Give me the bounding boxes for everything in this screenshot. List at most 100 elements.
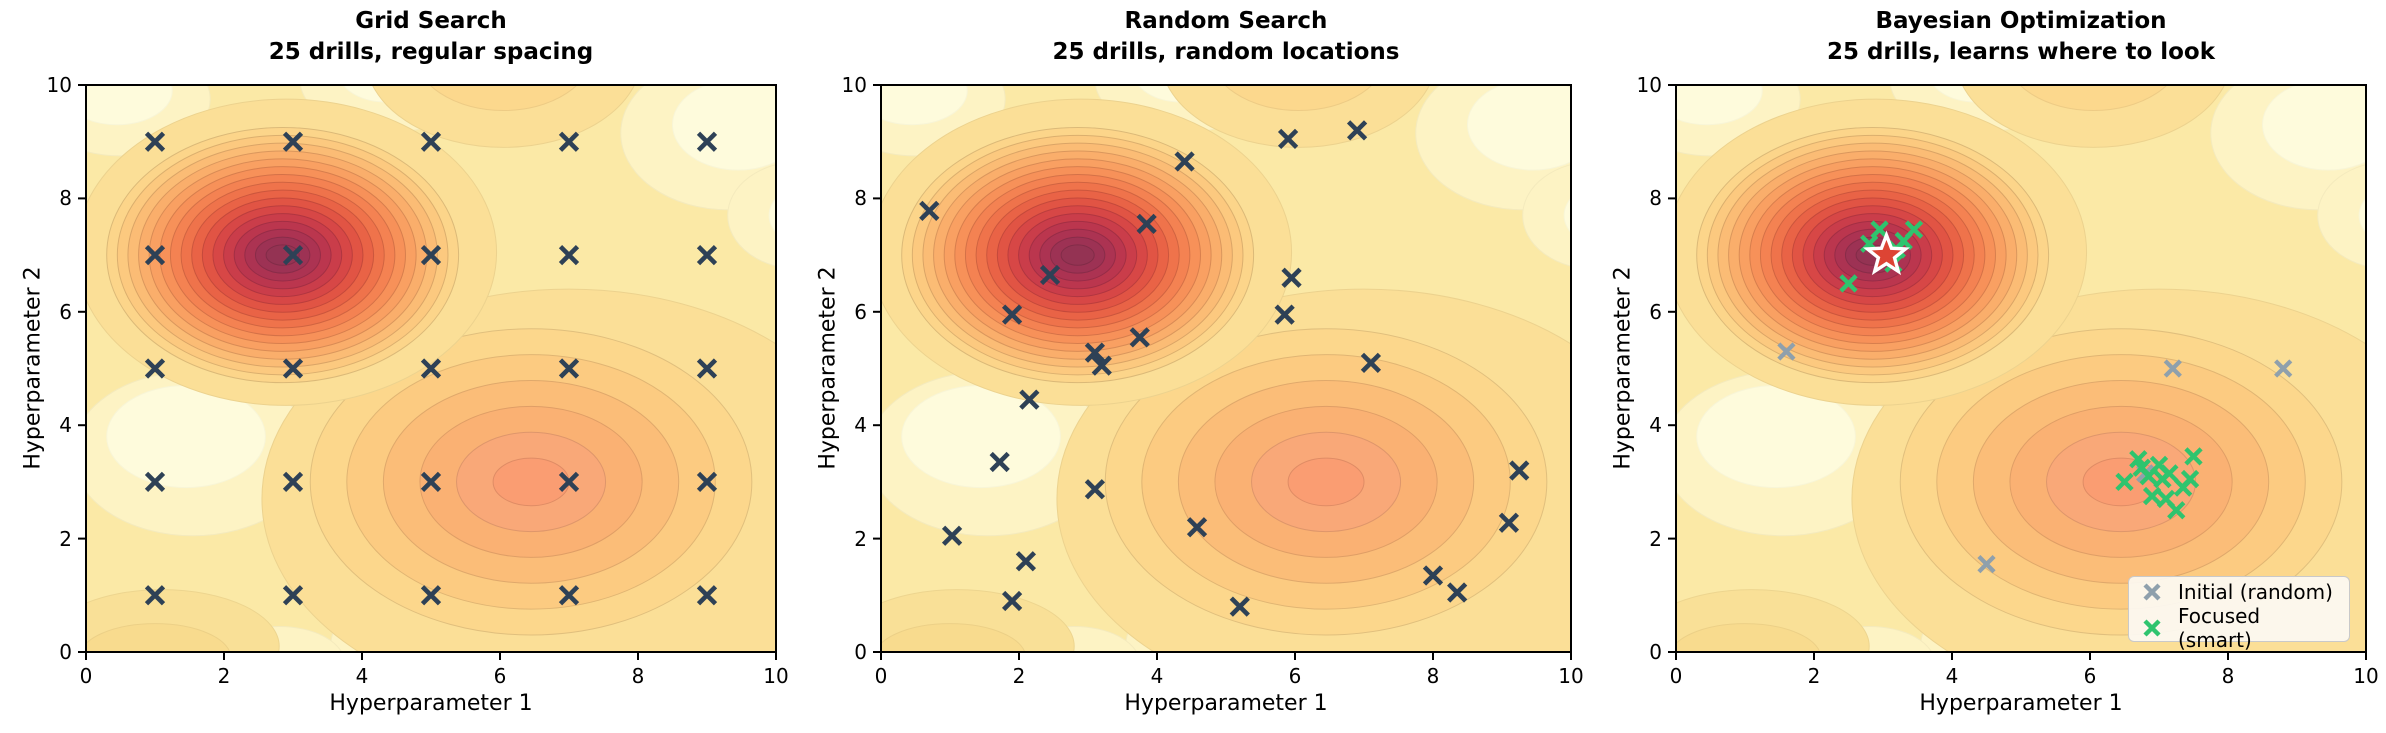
x-tick-label: 2 bbox=[1012, 664, 1026, 688]
x-marker bbox=[1015, 551, 1037, 572]
contour-band bbox=[2019, 85, 2168, 111]
axes-spines bbox=[85, 84, 777, 653]
x-marker bbox=[1084, 342, 1106, 363]
contour-plot-bayesian-optimization bbox=[1668, 84, 2367, 660]
x-marker bbox=[2184, 447, 2203, 466]
x-marker bbox=[1084, 479, 1106, 500]
legend-x-glyph bbox=[2143, 619, 2161, 637]
x-marker bbox=[282, 585, 304, 606]
x-marker bbox=[1174, 151, 1195, 172]
x-marker bbox=[1039, 264, 1061, 286]
contour-band bbox=[768, 197, 776, 234]
contour-band bbox=[1522, 164, 1571, 267]
contour-band bbox=[2358, 197, 2366, 234]
x-marker bbox=[696, 244, 718, 266]
x-marker bbox=[144, 585, 166, 606]
x-marker bbox=[1129, 327, 1150, 348]
x-tick-label: 0 bbox=[79, 664, 93, 688]
y-tick-label: 8 bbox=[59, 186, 72, 211]
x-marker bbox=[1136, 213, 1157, 235]
x-marker bbox=[1977, 554, 1996, 574]
y-tick-label: 6 bbox=[1649, 299, 1662, 324]
y-tick-label: 10 bbox=[1636, 73, 1662, 97]
y-tick-label: 2 bbox=[59, 526, 72, 551]
x-marker bbox=[282, 471, 304, 493]
x-tick-label: 8 bbox=[2221, 664, 2235, 688]
axes-spines bbox=[880, 84, 1572, 653]
x-axis-label: Hyperparameter 1 bbox=[329, 691, 533, 716]
contour-plot-random-search bbox=[873, 84, 1572, 660]
x-tick-label: 4 bbox=[355, 664, 369, 688]
x-tick-label: 6 bbox=[1288, 664, 1302, 688]
x-marker bbox=[1422, 565, 1444, 586]
x-marker bbox=[1001, 304, 1023, 325]
x-marker bbox=[1229, 596, 1250, 617]
plot-title-line1: Bayesian Optimization bbox=[1875, 8, 2167, 34]
contour-band bbox=[881, 623, 1026, 652]
y-axis-label: Hyperparameter 2 bbox=[815, 266, 841, 470]
x-marker bbox=[1777, 342, 1796, 361]
plot-title-line2: 25 drills, random locations bbox=[1052, 39, 1400, 65]
contour-band bbox=[1961, 85, 2226, 148]
contour-band bbox=[2262, 85, 2366, 171]
x-marker bbox=[144, 131, 166, 152]
x-marker bbox=[2274, 359, 2293, 378]
legend-label-initial: Initial (random) bbox=[2178, 580, 2333, 604]
x-marker bbox=[420, 244, 442, 266]
gray-x-marker-icon bbox=[2143, 583, 2161, 601]
contour-band bbox=[1563, 197, 1571, 234]
x-axis-label: Hyperparameter 1 bbox=[1919, 691, 2123, 716]
y-tick-label: 10 bbox=[841, 73, 867, 97]
y-tick-label: 0 bbox=[854, 640, 867, 664]
x-tick-label: 4 bbox=[1945, 664, 1959, 688]
x-tick-label: 4 bbox=[1150, 664, 1164, 688]
x-marker bbox=[144, 471, 166, 493]
x-marker bbox=[282, 131, 304, 152]
x-marker bbox=[1509, 460, 1530, 481]
x-marker bbox=[282, 358, 304, 379]
x-marker bbox=[558, 471, 580, 493]
contour-band bbox=[1287, 457, 1365, 507]
x-tick-label: 2 bbox=[217, 664, 231, 688]
legend: Initial (random) Focused (smart) bbox=[2128, 576, 2350, 652]
y-tick-label: 6 bbox=[854, 299, 867, 324]
contour-band bbox=[2317, 164, 2366, 267]
y-tick-label: 8 bbox=[1649, 186, 1662, 211]
plot-title-line2: 25 drills, learns where to look bbox=[1826, 39, 2216, 65]
x-marker bbox=[2115, 472, 2134, 492]
x-marker bbox=[420, 131, 442, 152]
y-axis-label: Hyperparameter 2 bbox=[1610, 266, 1636, 470]
x-tick-label: 10 bbox=[763, 664, 789, 688]
contour-band bbox=[86, 85, 173, 126]
y-tick-label: 0 bbox=[59, 640, 72, 664]
contour-band bbox=[881, 85, 968, 126]
subplot-grid-search: Grid Search 25 drills, regular spacing H… bbox=[0, 0, 795, 733]
contour-band bbox=[1467, 85, 1571, 171]
x-marker bbox=[1277, 128, 1299, 149]
legend-x-glyph bbox=[2143, 583, 2161, 601]
contour-band bbox=[1676, 623, 1821, 652]
x-marker bbox=[919, 200, 940, 222]
y-tick-label: 4 bbox=[854, 413, 867, 438]
x-tick-label: 6 bbox=[2083, 664, 2097, 688]
x-marker bbox=[1447, 582, 1468, 603]
x-tick-label: 0 bbox=[1669, 664, 1683, 688]
contour-plot-grid-search bbox=[78, 84, 777, 660]
x-marker bbox=[420, 358, 442, 379]
x-tick-label: 10 bbox=[1558, 664, 1584, 688]
subplot-bayesian-optimization: Bayesian Optimization 25 drills, learns … bbox=[1590, 0, 2385, 733]
x-marker bbox=[1346, 120, 1368, 141]
x-tick-label: 8 bbox=[631, 664, 645, 688]
legend-item-initial: Initial (random) bbox=[2139, 580, 2339, 604]
contour-band bbox=[429, 85, 578, 111]
y-axis-label: Hyperparameter 2 bbox=[20, 266, 46, 470]
x-marker bbox=[1839, 274, 1858, 293]
x-marker bbox=[941, 525, 963, 546]
x-tick-label: 6 bbox=[493, 664, 507, 688]
plot-title: Grid Search 25 drills, regular spacing bbox=[86, 6, 776, 68]
contour-band bbox=[492, 457, 570, 507]
x-marker bbox=[420, 585, 442, 606]
contour-band bbox=[1676, 85, 1763, 126]
y-tick-label: 2 bbox=[1649, 526, 1662, 551]
